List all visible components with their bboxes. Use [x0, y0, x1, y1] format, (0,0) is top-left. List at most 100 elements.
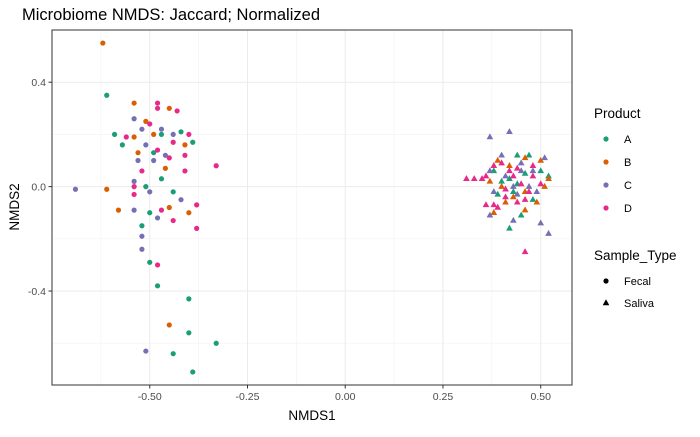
point-d-fecal	[170, 217, 176, 224]
point-c-fecal	[158, 126, 165, 132]
point-a-fecal	[139, 223, 145, 229]
point-c-saliva	[525, 182, 533, 189]
point-c-fecal	[139, 126, 145, 132]
point-d-saliva	[513, 164, 521, 171]
point-b-saliva	[502, 198, 509, 205]
point-c-fecal	[170, 131, 176, 138]
point-c-saliva	[545, 229, 552, 236]
point-b-fecal	[162, 165, 168, 171]
point-d-saliva	[470, 175, 478, 182]
point-c-saliva	[541, 154, 548, 161]
point-c-fecal	[147, 189, 153, 195]
point-a-fecal	[104, 92, 110, 98]
point-d-fecal	[170, 139, 176, 145]
x-tick-label: 0.25	[433, 391, 454, 403]
point-a-fecal	[151, 150, 157, 156]
plot-panel	[52, 30, 572, 385]
panel-border	[51, 29, 573, 386]
point-c-saliva	[486, 133, 494, 140]
point-b-fecal	[166, 322, 172, 328]
legend-label-fecal: Fecal	[624, 276, 651, 288]
point-a-fecal	[170, 351, 176, 357]
point-b-fecal	[151, 131, 157, 138]
point-b-saliva	[537, 156, 545, 163]
point-d-saliva	[517, 180, 525, 187]
point-d-fecal	[147, 121, 153, 127]
point-d-saliva	[502, 193, 509, 200]
point-c-fecal	[143, 142, 149, 148]
point-b-saliva	[521, 154, 529, 161]
point-c-saliva	[517, 167, 525, 174]
point-d-fecal	[182, 168, 188, 174]
point-a-saliva	[521, 169, 529, 176]
point-d-saliva	[521, 195, 529, 202]
point-a-saliva	[506, 175, 513, 182]
point-b-saliva	[510, 193, 517, 200]
point-c-fecal	[135, 157, 141, 164]
point-a-fecal	[158, 131, 165, 138]
y-axis-label: NMDS2	[7, 183, 22, 230]
x-tick-label: -0.50	[138, 391, 162, 403]
point-b-fecal	[182, 142, 188, 148]
point-a-fecal	[170, 189, 176, 195]
point-b-fecal	[100, 40, 106, 46]
point-b-fecal	[135, 150, 141, 156]
legend-title-sample-type: Sample_Type	[594, 248, 677, 263]
point-d-saliva	[521, 248, 529, 255]
point-a-saliva	[510, 188, 517, 195]
point-c-saliva	[513, 190, 521, 197]
point-a-fecal	[190, 139, 196, 145]
point-c-fecal	[151, 157, 157, 164]
point-a-fecal	[111, 131, 118, 138]
point-a-fecal	[154, 283, 161, 289]
point-d-fecal	[174, 108, 180, 114]
point-d-fecal	[194, 225, 200, 231]
point-d-saliva	[529, 162, 537, 168]
point-d-fecal	[186, 131, 192, 138]
point-c-fecal	[178, 197, 184, 203]
point-c-saliva	[517, 159, 525, 166]
point-d-fecal	[154, 147, 161, 153]
point-a-saliva	[513, 151, 521, 158]
point-c-saliva	[533, 188, 541, 195]
point-d-saliva	[525, 188, 533, 195]
point-b-fecal	[143, 118, 149, 124]
legend-label-saliva: Saliva	[624, 298, 655, 310]
point-c-fecal	[131, 116, 137, 122]
point-d-fecal	[123, 134, 129, 140]
point-d-fecal	[131, 184, 137, 190]
point-d-saliva	[498, 159, 505, 166]
legend-label-c: C	[624, 180, 632, 192]
point-b-fecal	[131, 100, 137, 106]
point-b-saliva	[494, 156, 502, 163]
point-c-saliva	[486, 211, 494, 218]
y-tick-label: -0.4	[28, 286, 46, 298]
legend-title-product: Product	[594, 106, 641, 121]
point-c-fecal	[154, 215, 161, 221]
point-d-saliva	[494, 203, 502, 210]
x-tick-label: -0.25	[236, 391, 260, 403]
legend-label-b: B	[624, 157, 631, 169]
point-a-fecal	[190, 369, 196, 375]
point-c-saliva	[486, 167, 494, 174]
point-a-fecal	[147, 259, 153, 265]
point-c-fecal	[131, 207, 137, 213]
point-d-saliva	[537, 180, 545, 187]
point-b-saliva	[486, 177, 494, 184]
point-d-saliva	[482, 201, 490, 208]
y-tick-label: 0.0	[31, 181, 46, 193]
point-b-saliva	[521, 206, 529, 213]
point-a-fecal	[147, 210, 153, 216]
point-c-fecal	[162, 152, 168, 158]
point-b-saliva	[541, 182, 548, 189]
point-a-saliva	[494, 190, 502, 197]
point-d-fecal	[154, 100, 161, 106]
point-a-fecal	[186, 296, 192, 302]
legend-label-a: A	[624, 134, 632, 146]
point-c-saliva	[502, 172, 509, 179]
axis-layer: -0.50 -0.25 0.00 0.25 0.50 -0.4 0.0 0.4	[28, 77, 551, 403]
point-d-saliva	[463, 175, 470, 182]
legend-key-a	[603, 136, 609, 142]
chart-title: Microbiome NMDS: Jaccard; Normalized	[22, 6, 320, 24]
